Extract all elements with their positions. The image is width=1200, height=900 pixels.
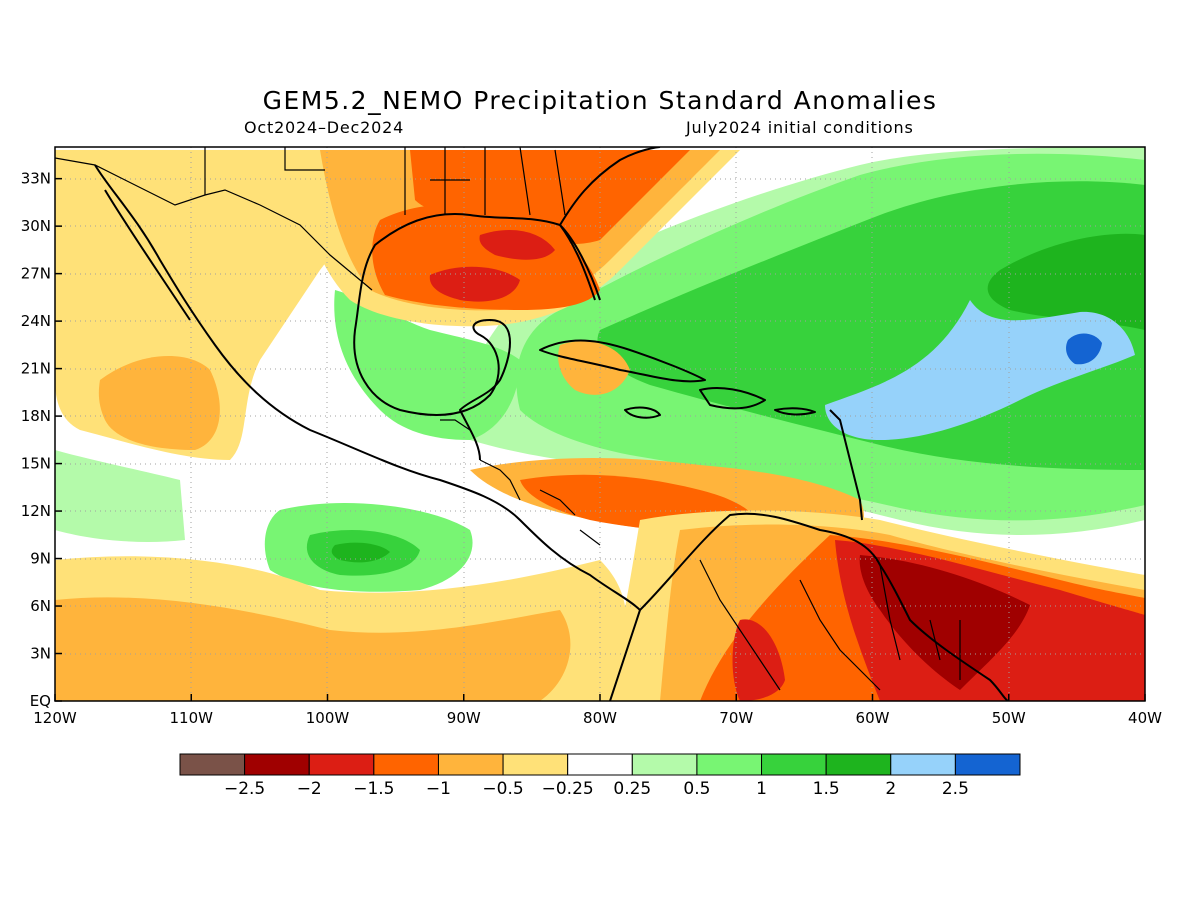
colorbar-swatch bbox=[373, 753, 439, 776]
florida-coastline bbox=[559, 224, 596, 301]
pacific-wet-light bbox=[55, 450, 185, 542]
colorbar bbox=[179, 753, 1021, 776]
western-mexico-dry bbox=[98, 356, 220, 450]
cuba-coastline bbox=[539, 339, 706, 383]
atlantic-wet-extreme bbox=[825, 300, 1135, 440]
colorbar-label: −2.5 bbox=[224, 779, 265, 799]
latitude-axis: EQ 3N 6N 9N 12N 15N 18N 21N 24N 27N 30N 33N bbox=[21, 170, 62, 710]
colorbar-label: −0.5 bbox=[482, 779, 523, 799]
atlantic-wet-very-strong bbox=[987, 233, 1145, 330]
political-boundaries bbox=[55, 147, 961, 691]
us-atlantic-coastline bbox=[559, 147, 661, 226]
colorbar-swatch bbox=[502, 753, 569, 776]
southeast-us-dry bbox=[410, 150, 690, 245]
colorbar-label: 2.5 bbox=[942, 779, 969, 799]
us-state-lines bbox=[204, 147, 566, 216]
south-america-north-coastline bbox=[639, 512, 1009, 701]
colorbar-swatch bbox=[567, 753, 633, 776]
lat-tick-label: 33N bbox=[21, 170, 51, 188]
lat-tick-label: 15N bbox=[21, 455, 51, 473]
lat-tick-label: 18N bbox=[21, 407, 51, 425]
atlantic-wet-peak bbox=[1066, 333, 1102, 365]
us-mexico-border bbox=[55, 157, 373, 291]
colorbar-label: 1.5 bbox=[813, 779, 840, 799]
puerto-rico-coastline bbox=[774, 407, 816, 416]
colorbar-swatch bbox=[696, 753, 763, 776]
baja-california-coastline bbox=[104, 189, 191, 321]
gulf-of-mexico-core bbox=[429, 266, 520, 302]
southeast-us-core bbox=[479, 230, 555, 260]
lon-tick-label: 70W bbox=[719, 709, 753, 727]
colorbar-labels: −2.5 −2 −1.5 −1 −0.5 −0.25 0.25 0.5 1 1.5 2 2.5 bbox=[224, 779, 969, 799]
coastlines bbox=[94, 147, 1009, 701]
colorbar-swatch bbox=[825, 753, 892, 776]
lat-tick-label: 6N bbox=[30, 597, 51, 615]
colorbar-swatch bbox=[954, 753, 1021, 776]
colorbar-label: 0.5 bbox=[683, 779, 710, 799]
colombia-dry-strong bbox=[732, 619, 785, 701]
lon-tick-label: 80W bbox=[583, 709, 617, 727]
graticule bbox=[55, 147, 1145, 701]
lat-tick-label: 27N bbox=[21, 265, 51, 283]
colorbar-label: −0.25 bbox=[542, 779, 594, 799]
pacific-wet-very-strong bbox=[331, 542, 390, 563]
central-america-borders bbox=[440, 419, 601, 546]
gulf-of-mexico-coastline bbox=[353, 213, 601, 416]
eastern-pacific-dry-moderate bbox=[55, 597, 571, 701]
jamaica-coastline bbox=[624, 406, 661, 419]
lon-tick-label: 110W bbox=[170, 709, 214, 727]
lon-tick-label: 50W bbox=[992, 709, 1026, 727]
lesser-antilles-arc bbox=[829, 409, 863, 521]
lon-tick-label: 100W bbox=[306, 709, 350, 727]
gulf-coast-wet bbox=[334, 290, 520, 440]
colorbar-swatch bbox=[244, 753, 310, 776]
lat-tick-label: 3N bbox=[30, 645, 51, 663]
colorbar-swatch bbox=[437, 753, 504, 776]
colorbar-swatch bbox=[761, 753, 827, 776]
yucatan-coastline bbox=[459, 319, 511, 461]
cuba-dry bbox=[558, 341, 630, 395]
longitude-axis: 120W 110W 100W 90W 80W 70W 60W 50W 40W bbox=[33, 694, 1162, 727]
lon-tick-label: 60W bbox=[856, 709, 890, 727]
colorbar-swatch bbox=[308, 753, 375, 776]
lat-tick-label: 12N bbox=[21, 502, 51, 520]
colorbar-label: 2 bbox=[885, 779, 896, 799]
mexico-pacific-coastline bbox=[94, 164, 641, 701]
colorbar-swatch bbox=[179, 753, 246, 776]
colorbar-label: −1 bbox=[426, 779, 451, 799]
guianas-dry-very-strong bbox=[859, 555, 1030, 690]
hispaniola-coastline bbox=[699, 387, 766, 410]
lon-tick-label: 90W bbox=[447, 709, 481, 727]
colorbar-label: −1.5 bbox=[353, 779, 394, 799]
initial-conditions: July2024 initial conditions bbox=[686, 118, 914, 137]
forecast-period: Oct2024–Dec2024 bbox=[244, 118, 405, 137]
lat-tick-label: 9N bbox=[30, 550, 51, 568]
colorbar-label: 1 bbox=[756, 779, 767, 799]
map-title: GEM5.2_NEMO Precipitation Standard Anoma… bbox=[262, 86, 938, 115]
south-america-borders bbox=[699, 559, 961, 691]
lat-tick-label: EQ bbox=[30, 692, 51, 710]
colorbar-label: −2 bbox=[297, 779, 322, 799]
lat-tick-label: 24N bbox=[21, 312, 51, 330]
colorbar-label: 0.25 bbox=[613, 779, 651, 799]
lon-tick-label: 40W bbox=[1128, 709, 1162, 727]
lon-tick-label: 120W bbox=[33, 709, 77, 727]
colorbar-swatch bbox=[890, 753, 956, 776]
lat-tick-label: 30N bbox=[21, 217, 51, 235]
anomaly-field bbox=[55, 147, 1145, 701]
colorbar-swatch bbox=[631, 753, 698, 776]
lat-tick-label: 21N bbox=[21, 360, 51, 378]
